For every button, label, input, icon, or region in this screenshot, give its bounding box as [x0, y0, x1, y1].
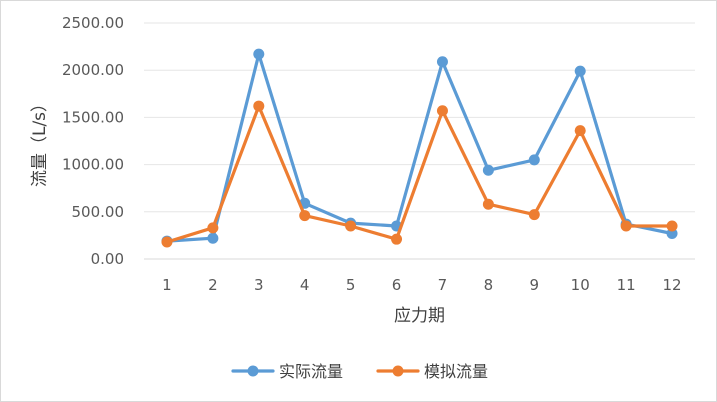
x-tick-label: 10: [571, 276, 590, 294]
y-tick-labels: 0.00 500.00 1000.00 1500.00 2000.00 2500.00: [62, 14, 124, 268]
data-point: [161, 236, 173, 248]
x-tick-label: 6: [392, 276, 402, 294]
data-point: [574, 65, 586, 77]
data-point: [253, 48, 265, 60]
legend: 实际流量 模拟流量: [231, 362, 488, 381]
x-tick-label: 3: [254, 276, 264, 294]
x-tick-label: 8: [484, 276, 494, 294]
x-tick-label: 12: [662, 276, 681, 294]
data-point: [436, 105, 448, 117]
series-line-2: [165, 104, 674, 244]
legend-label: 模拟流量: [424, 362, 488, 381]
data-point: [391, 233, 403, 245]
x-tick-label: 1: [162, 276, 172, 294]
data-point: [253, 100, 265, 112]
y-tick-label: 1500.00: [62, 108, 124, 126]
y-tick-label: 1000.00: [62, 156, 124, 174]
data-point: [299, 210, 311, 222]
data-point: [482, 198, 494, 210]
data-point: [482, 164, 494, 176]
data-point: [528, 154, 540, 166]
y-tick-label: 2500.00: [62, 14, 124, 32]
y-axis-title: 流量（L/s）: [30, 95, 50, 187]
data-point: [666, 220, 678, 232]
data-point: [620, 220, 632, 232]
x-tick-label: 5: [346, 276, 356, 294]
data-point: [345, 220, 357, 232]
x-axis-title: 应力期: [394, 306, 445, 326]
legend-label: 实际流量: [279, 362, 343, 381]
x-tick-label: 4: [300, 276, 310, 294]
x-tick-label: 9: [530, 276, 540, 294]
y-tick-label: 0.00: [91, 250, 124, 268]
x-tick-labels: 1 2 3 4 5 6 7 8 9 10 11 12: [162, 276, 681, 294]
x-tick-label: 11: [617, 276, 636, 294]
legend-marker: [392, 365, 404, 377]
data-point: [207, 232, 219, 244]
data-point: [528, 209, 540, 221]
data-point: [574, 125, 586, 137]
data-point: [207, 222, 219, 234]
series-layer: [161, 48, 678, 248]
y-tick-label: 500.00: [72, 203, 125, 221]
legend-marker: [247, 365, 259, 377]
data-point: [436, 56, 448, 68]
series-line-1: [165, 52, 674, 243]
y-tick-label: 2000.00: [62, 61, 124, 79]
x-tick-label: 2: [208, 276, 218, 294]
data-point: [666, 228, 678, 240]
x-tick-label: 7: [438, 276, 448, 294]
